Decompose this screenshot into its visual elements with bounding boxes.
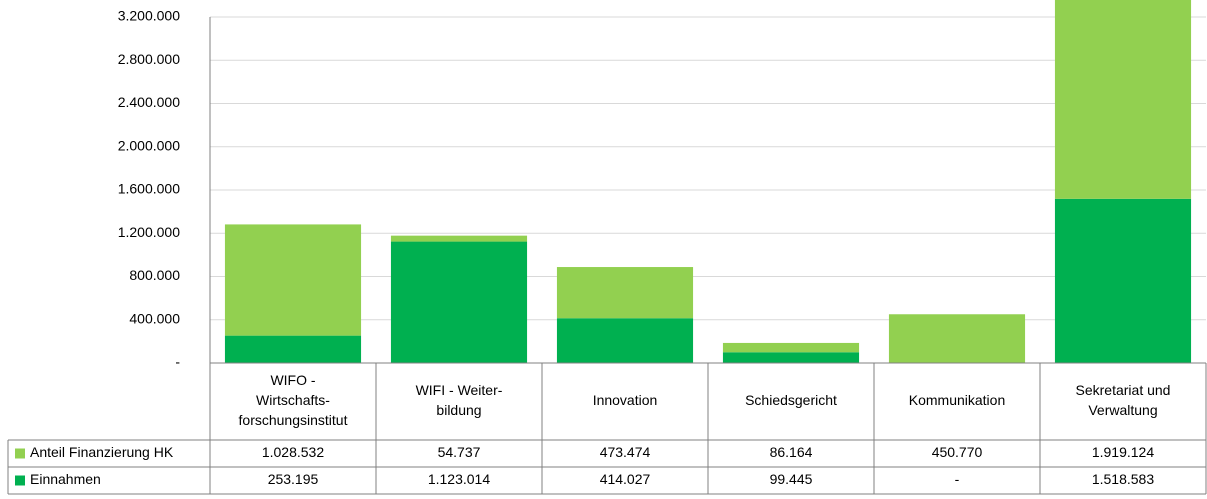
x-tick-label: Kommunikation — [909, 392, 1006, 408]
x-tick-label: Innovation — [593, 392, 658, 408]
x-tick-label: Verwaltung — [1088, 402, 1157, 418]
bar-segment — [224, 224, 362, 336]
bar-segment — [722, 342, 860, 353]
y-tick-label: 1.200.000 — [118, 224, 180, 240]
legend-label: Einnahmen — [30, 471, 101, 487]
bar-segment — [556, 267, 694, 319]
data-label: 414.027 — [600, 471, 651, 487]
data-label: 1.123.014 — [428, 471, 490, 487]
x-tick-label: forschungsinstitut — [239, 412, 348, 428]
bar-segment — [390, 235, 528, 242]
bar-segment — [1054, 198, 1192, 363]
legend-key — [15, 475, 25, 486]
bar-segment — [390, 241, 528, 363]
x-tick-label: Wirtschafts- — [256, 392, 330, 408]
data-label: 99.445 — [770, 471, 813, 487]
y-tick-label: 2.800.000 — [118, 51, 180, 67]
x-tick-label: Schiedsgericht — [745, 392, 837, 408]
y-tick-label: - — [175, 354, 180, 370]
data-label: 1.919.124 — [1092, 444, 1154, 460]
data-label: 253.195 — [268, 471, 319, 487]
x-tick-label: WIFO - — [270, 372, 315, 388]
y-tick-label: 2.400.000 — [118, 94, 180, 110]
bar-segment — [722, 352, 860, 363]
x-tick-label: bildung — [436, 402, 481, 418]
y-tick-label: 400.000 — [129, 310, 180, 326]
y-tick-label: 800.000 — [129, 267, 180, 283]
y-tick-label: 3.200.000 — [118, 8, 180, 24]
bar-segment — [888, 314, 1026, 363]
data-label: 86.164 — [770, 444, 813, 460]
bar-segment — [556, 318, 694, 363]
data-label: 54.737 — [438, 444, 481, 460]
data-label: - — [955, 471, 960, 487]
bar-segment — [1054, 0, 1192, 199]
data-label: 450.770 — [932, 444, 983, 460]
data-label: 473.474 — [600, 444, 651, 460]
y-tick-label: 2.000.000 — [118, 137, 180, 153]
data-label: 1.518.583 — [1092, 471, 1154, 487]
legend-label: Anteil Finanzierung HK — [30, 444, 174, 460]
x-tick-label: Sekretariat und — [1076, 382, 1171, 398]
data-label: 1.028.532 — [262, 444, 324, 460]
x-tick-label: WIFI - Weiter- — [416, 382, 503, 398]
y-tick-label: 1.600.000 — [118, 181, 180, 197]
legend-key — [15, 448, 25, 459]
bar-segment — [224, 335, 362, 363]
